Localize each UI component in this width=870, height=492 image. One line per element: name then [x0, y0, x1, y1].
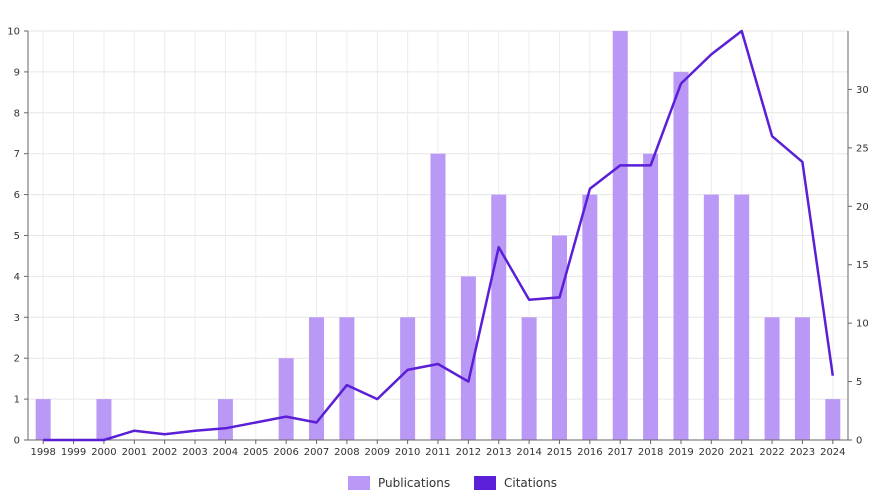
y-left-tick-label: 6	[14, 190, 20, 201]
y-left-tick-label: 7	[14, 149, 20, 160]
x-tick-label: 2008	[334, 447, 359, 458]
x-tick-label: 2001	[122, 447, 147, 458]
x-tick-label: 2018	[638, 447, 663, 458]
x-tick-label: 2011	[425, 447, 450, 458]
bar-publications	[521, 317, 537, 440]
bar-publications	[430, 153, 446, 440]
y-right-tick-label: 20	[856, 202, 869, 213]
y-left-tick-label: 1	[14, 395, 20, 406]
legend-swatch	[474, 476, 496, 490]
x-tick-label: 2005	[243, 447, 268, 458]
bar-publications	[825, 399, 841, 440]
x-tick-label: 2000	[91, 447, 116, 458]
x-tick-label: 2010	[395, 447, 420, 458]
y-left-tick-label: 4	[14, 272, 20, 283]
y-left-tick-label: 8	[14, 108, 20, 119]
bar-publications	[673, 71, 689, 441]
x-tick-label: 2021	[729, 447, 754, 458]
bar-publications	[309, 317, 325, 440]
x-tick-label: 2019	[668, 447, 693, 458]
bar-publications	[339, 317, 355, 440]
y-left-tick-label: 9	[14, 67, 20, 78]
bar-publications	[582, 194, 598, 440]
y-left-tick-label: 10	[7, 27, 20, 38]
x-tick-label: 2009	[365, 447, 390, 458]
bar-publications	[491, 194, 507, 440]
bar-publications	[612, 31, 628, 440]
y-right-tick-label: 10	[856, 319, 869, 330]
y-left-tick-label: 2	[14, 354, 20, 365]
x-tick-label: 2017	[607, 447, 632, 458]
x-tick-label: 2012	[456, 447, 481, 458]
bar-publications	[794, 317, 810, 440]
legend-label: Publications	[378, 476, 450, 490]
axes: 0 1 2 3 4 5 6 7 8 9 10 0 5 10 15 20 25 30 1998 1999 2000 2001…	[7, 27, 868, 459]
bar-publications	[217, 399, 233, 440]
y-left-tick-label: 0	[14, 436, 20, 447]
x-tick-label: 2013	[486, 447, 511, 458]
y-right-tick-label: 25	[856, 143, 869, 154]
bar-publications	[460, 276, 476, 440]
x-tick-label: 2007	[304, 447, 329, 458]
x-tick-label: 2022	[759, 447, 784, 458]
x-tick-label: 2003	[182, 447, 207, 458]
x-tick-label: 2004	[213, 447, 238, 458]
x-tick-label: 1998	[30, 447, 55, 458]
x-tick-label: 2014	[516, 447, 541, 458]
bar-publications	[643, 153, 659, 440]
legend-label: Citations	[504, 476, 557, 490]
line-citations	[43, 29, 835, 442]
bar-publications	[703, 194, 719, 440]
y-right-tick-label: 15	[856, 260, 869, 271]
legend-swatch	[348, 476, 370, 490]
y-right-tick-label: 30	[856, 85, 869, 96]
x-tick-label: 2015	[547, 447, 572, 458]
bar-publications	[764, 317, 780, 440]
x-tick-label: 2020	[699, 447, 724, 458]
x-tick-label: 1999	[61, 447, 86, 458]
y-left-tick-label: 3	[14, 313, 20, 324]
y-right-tick-label: 0	[856, 436, 862, 447]
bar-publications	[551, 235, 567, 440]
y-right-tick-label: 5	[856, 377, 862, 388]
legend: Publications Citations	[348, 476, 557, 490]
x-tick-label: 2016	[577, 447, 602, 458]
bar-publications	[400, 317, 416, 440]
y-left-tick-label: 5	[14, 231, 20, 242]
x-tick-label: 2002	[152, 447, 177, 458]
line-series	[43, 29, 835, 442]
x-tick-label: 2006	[273, 447, 298, 458]
bar-publications	[278, 358, 294, 440]
bar-publications	[96, 399, 112, 440]
bar-series	[35, 31, 841, 441]
bar-publications	[734, 194, 750, 440]
bar-publications	[35, 399, 51, 440]
x-tick-label: 2024	[820, 447, 845, 458]
x-tick-label: 2023	[790, 447, 815, 458]
